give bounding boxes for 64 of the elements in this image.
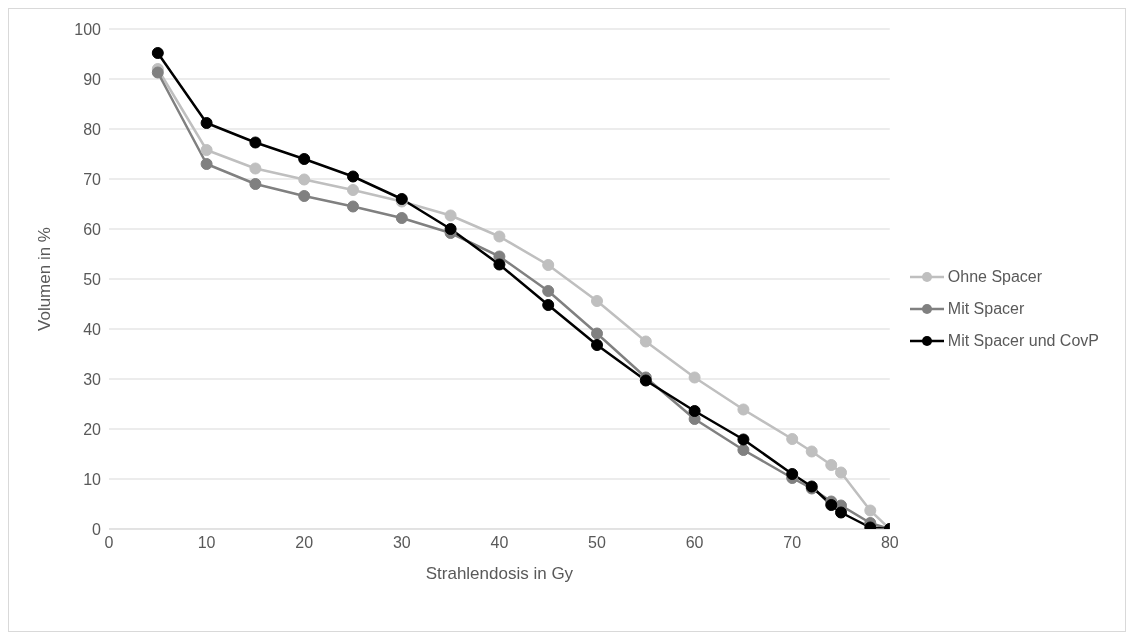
point xyxy=(591,327,604,340)
y-tick-label: 10 xyxy=(83,470,102,488)
point xyxy=(737,403,750,416)
point xyxy=(835,466,848,479)
point xyxy=(347,184,359,196)
point xyxy=(200,117,213,129)
point xyxy=(737,444,750,456)
x-tick-label: 30 xyxy=(392,534,411,552)
y-tick-label: 50 xyxy=(83,270,102,288)
point xyxy=(200,144,213,156)
x-tick-label: 10 xyxy=(197,534,216,552)
point xyxy=(395,212,408,224)
y-tick-label: 40 xyxy=(83,320,102,338)
y-tick-label: 60 xyxy=(83,220,102,238)
point xyxy=(444,223,457,235)
x-tick-label: 70 xyxy=(783,534,802,552)
y-tick-label: 30 xyxy=(83,370,102,388)
point xyxy=(542,299,555,311)
point xyxy=(542,259,555,271)
point xyxy=(249,136,262,149)
x-tick-label: 80 xyxy=(880,534,899,552)
y-tick-label: 70 xyxy=(83,170,102,188)
point xyxy=(542,285,555,297)
point xyxy=(639,335,652,348)
point xyxy=(347,200,359,213)
y-tick-label: 100 xyxy=(74,20,102,38)
point xyxy=(688,405,701,417)
y-tick-label: 90 xyxy=(83,70,102,88)
point xyxy=(688,371,701,384)
point xyxy=(493,230,506,243)
y-tick-label: 20 xyxy=(83,420,102,438)
point xyxy=(786,468,799,480)
point xyxy=(591,295,604,307)
point xyxy=(786,433,799,445)
point xyxy=(298,153,311,165)
point xyxy=(805,445,818,458)
point xyxy=(151,66,164,79)
x-axis-title: Strahlendosis in Gy xyxy=(425,564,574,583)
y-tick-label: 80 xyxy=(83,120,102,138)
x-tick-label: 20 xyxy=(295,534,314,552)
legend-label: Ohne Spacer xyxy=(947,268,1043,286)
point xyxy=(200,158,213,170)
point xyxy=(347,170,359,183)
point xyxy=(591,339,604,351)
point xyxy=(151,47,164,59)
legend-label: Mit Spacer und CovP xyxy=(947,332,1099,350)
legend-label: Mit Spacer xyxy=(947,300,1025,318)
x-tick-label: 40 xyxy=(490,534,509,552)
x-tick-label: 50 xyxy=(588,534,607,552)
x-tick-label: 60 xyxy=(685,534,704,552)
x-tick-label: 0 xyxy=(104,534,114,552)
point xyxy=(864,504,877,517)
point xyxy=(298,173,311,186)
point xyxy=(298,190,311,202)
point xyxy=(825,499,838,511)
y-axis-title: Volumen in % xyxy=(35,227,55,331)
point xyxy=(444,209,457,222)
point xyxy=(835,506,848,519)
point xyxy=(249,162,262,175)
point xyxy=(493,258,506,271)
point xyxy=(249,178,262,190)
point xyxy=(825,459,838,471)
point xyxy=(737,433,750,446)
y-tick-label: 0 xyxy=(92,520,102,538)
